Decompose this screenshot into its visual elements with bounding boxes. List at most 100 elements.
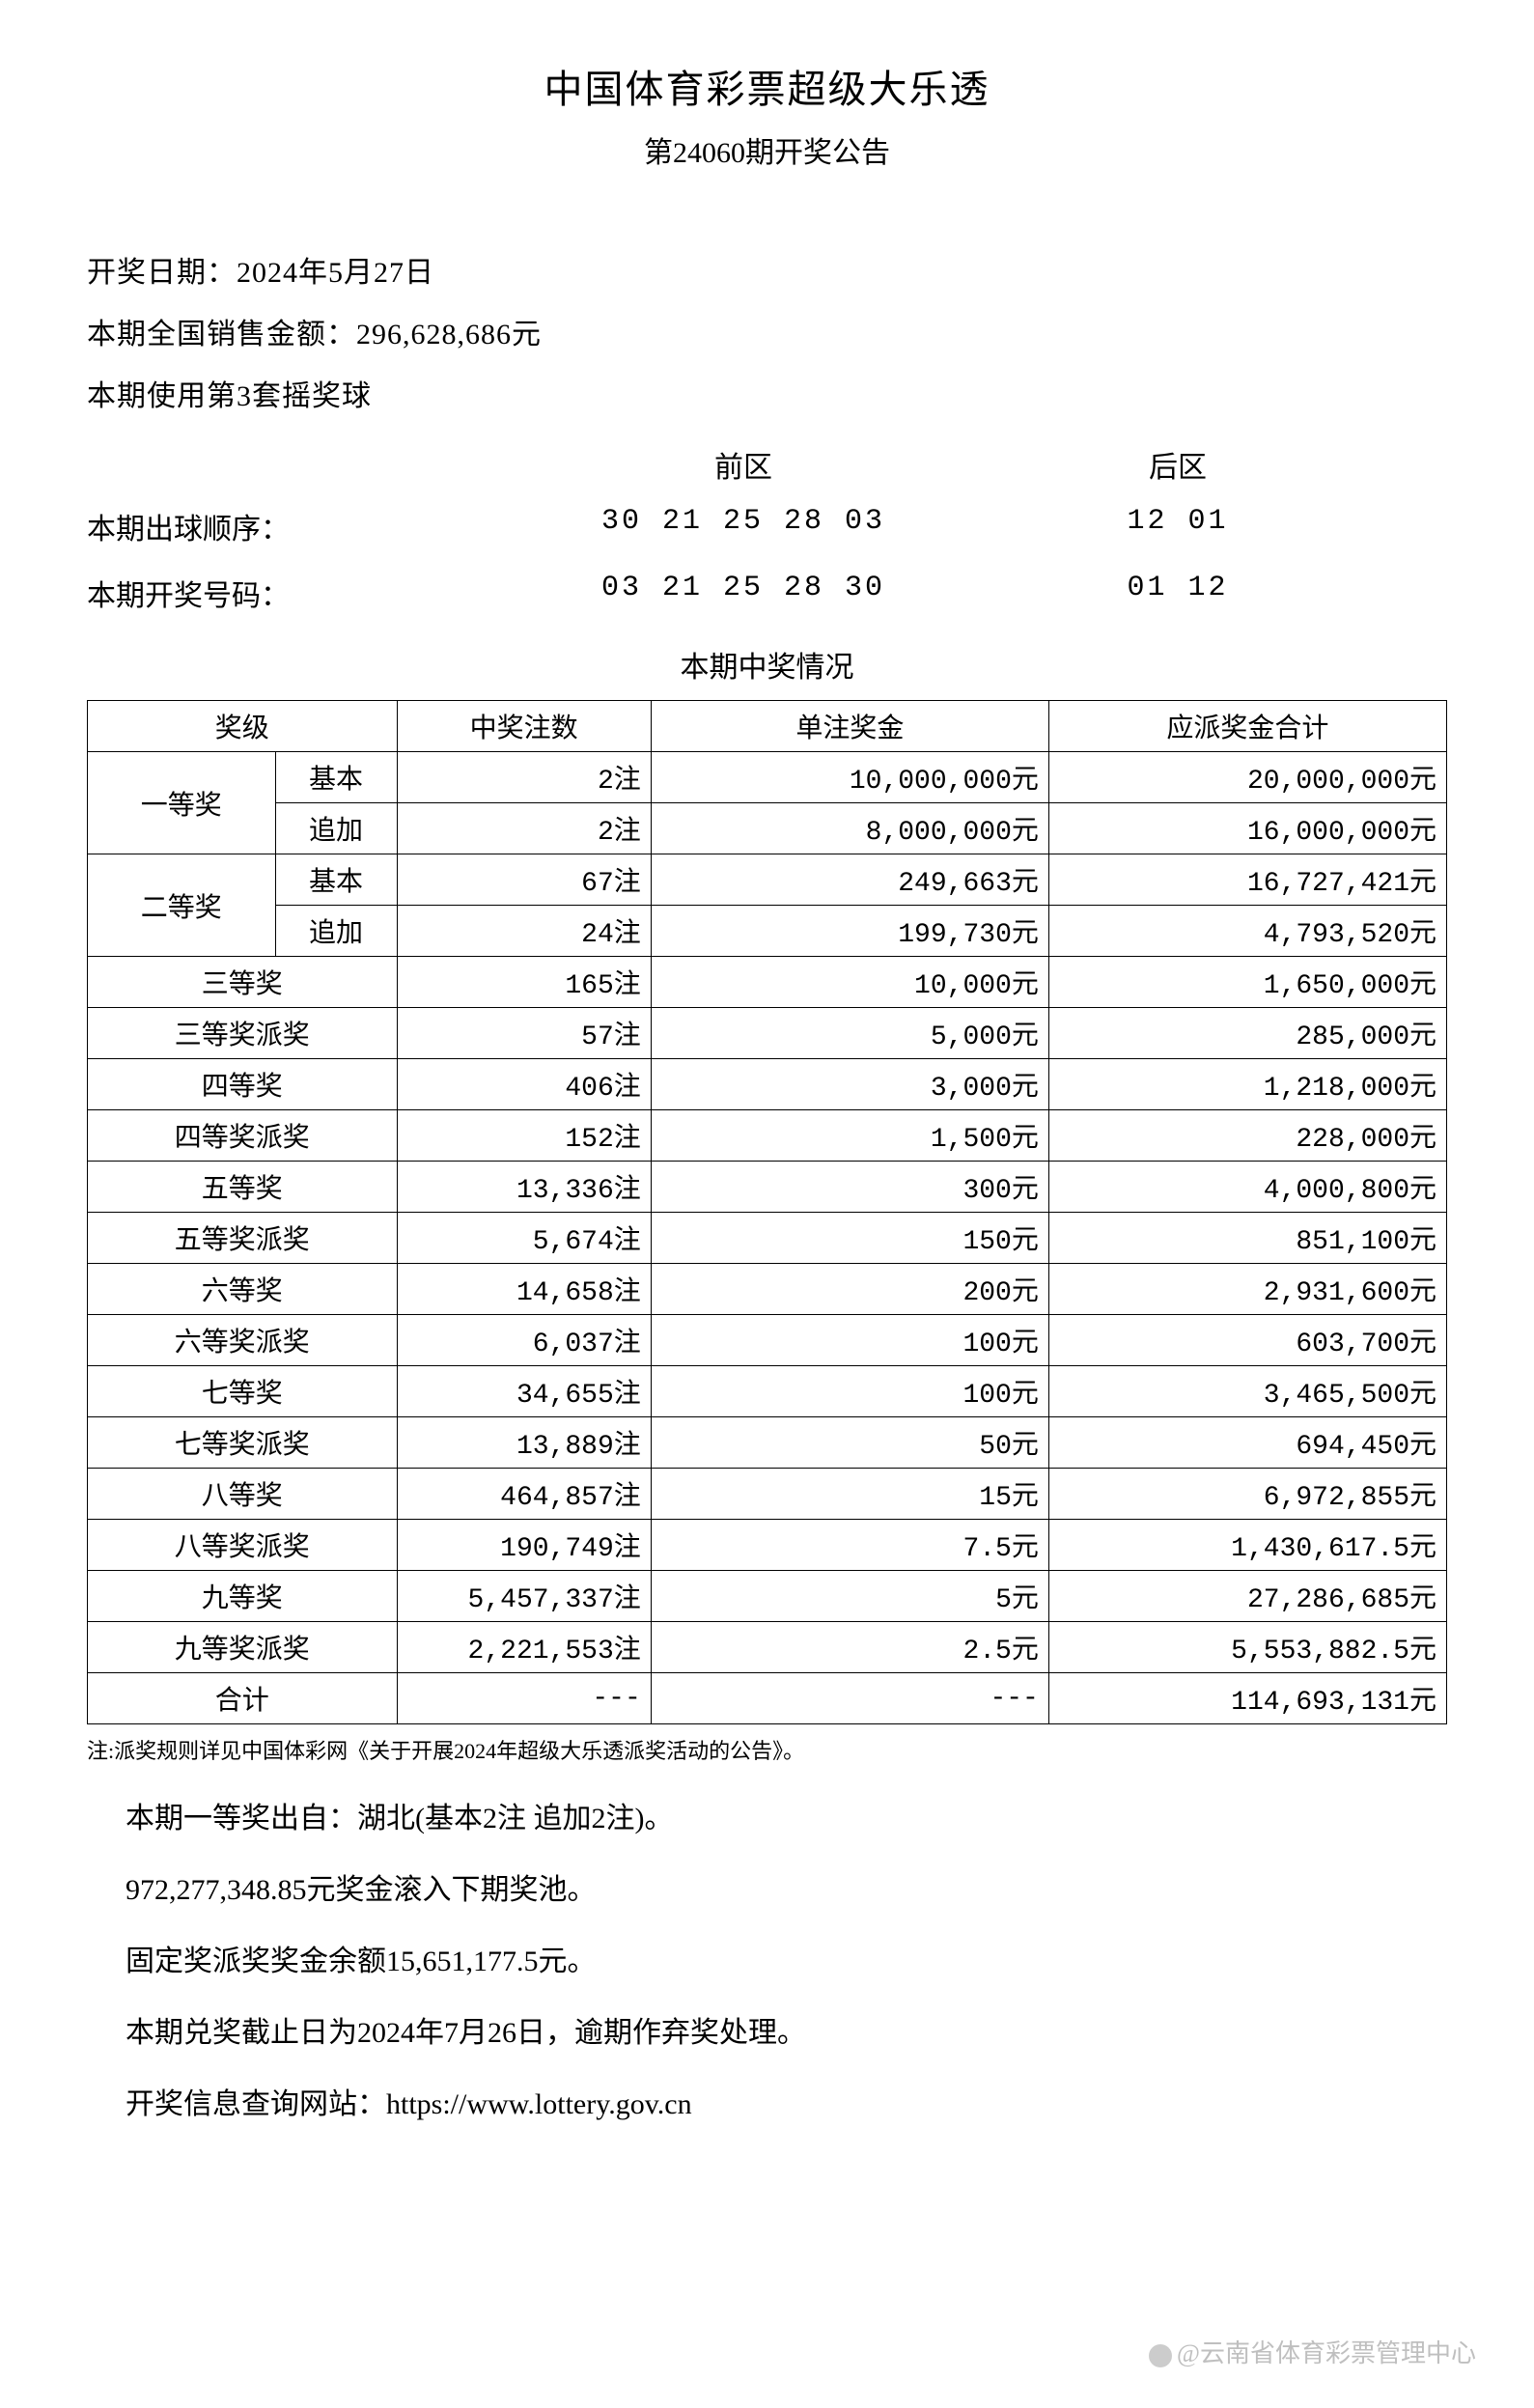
prize-total: 1,430,617.5元 [1048,1520,1446,1571]
prize-total: 851,100元 [1048,1213,1446,1264]
prize-total: 27,286,685元 [1048,1571,1446,1622]
prize-amount: 50元 [651,1417,1048,1469]
prize-amount: 5,000元 [651,1008,1048,1059]
prize-count: 5,674注 [397,1213,651,1264]
prize-total: 1,218,000元 [1048,1059,1446,1110]
winning-back: 01 12 [985,572,1371,614]
prize-count: 152注 [397,1110,651,1162]
prize-level: 七等奖派奖 [88,1417,398,1469]
prize-level: 八等奖派奖 [88,1520,398,1571]
winning-front: 03 21 25 28 30 [502,572,985,614]
prize-count: 2,221,553注 [397,1622,651,1673]
prize-table: 奖级 中奖注数 单注奖金 应派奖金合计 一等奖基本2注10,000,000元20… [87,700,1447,1724]
prize-count: 5,457,337注 [397,1571,651,1622]
prize-level: 二等奖 [88,854,276,957]
table-row: 二等奖基本67注249,663元16,727,421元 [88,854,1447,906]
back-area-label: 后区 [985,443,1371,486]
prize-amount: 100元 [651,1366,1048,1417]
prize-level: 六等奖派奖 [88,1315,398,1366]
table-row: 七等奖34,655注100元3,465,500元 [88,1366,1447,1417]
prize-amount: 200元 [651,1264,1048,1315]
prize-total: 16,000,000元 [1048,803,1446,854]
watermark-text: @云南省体育彩票管理中心 [1177,2339,1476,2367]
prize-count: 24注 [397,906,651,957]
table-row: 七等奖派奖13,889注50元694,450元 [88,1417,1447,1469]
prize-count: 190,749注 [397,1520,651,1571]
table-row: 追加24注199,730元4,793,520元 [88,906,1447,957]
prize-amount: 300元 [651,1162,1048,1213]
draw-order-front: 30 21 25 28 03 [502,505,985,547]
prize-total: 16,727,421元 [1048,854,1446,906]
prize-count: 14,658注 [397,1264,651,1315]
prize-level: 三等奖 [88,957,398,1008]
prize-count: 2注 [397,803,651,854]
prize-total: 228,000元 [1048,1110,1446,1162]
prize-amount: 8,000,000元 [651,803,1048,854]
rollover-amount: 972,277,348.85元奖金滚入下期奖池。 [87,1865,1447,1908]
prize-level: 一等奖 [88,752,276,854]
prize-level: 五等奖 [88,1162,398,1213]
col-count: 中奖注数 [397,701,651,752]
prize-amount: 199,730元 [651,906,1048,957]
prize-level: 九等奖派奖 [88,1622,398,1673]
table-row: 一等奖基本2注10,000,000元20,000,000元 [88,752,1447,803]
prize-level: 五等奖派奖 [88,1213,398,1264]
table-row: 三等奖派奖57注5,000元285,000元 [88,1008,1447,1059]
prize-sub: 基本 [275,752,397,803]
prize-sub: 追加 [275,906,397,957]
draw-date-label: 开奖日期： [87,257,237,289]
prize-count: 67注 [397,854,651,906]
prize-level: 四等奖 [88,1059,398,1110]
prize-amount: 3,000元 [651,1059,1048,1110]
col-total: 应派奖金合计 [1048,701,1446,752]
prize-amount: 150元 [651,1213,1048,1264]
prize-level: 八等奖 [88,1469,398,1520]
table-row: 八等奖派奖190,749注7.5元1,430,617.5元 [88,1520,1447,1571]
prize-sub: 基本 [275,854,397,906]
prize-count: 6,037注 [397,1315,651,1366]
table-row: 合计------114,693,131元 [88,1673,1447,1724]
table-row: 五等奖派奖5,674注150元851,100元 [88,1213,1447,1264]
prize-level: 七等奖 [88,1366,398,1417]
sales-line: 本期全国销售金额：296,628,686元 [87,310,1447,352]
ball-set-line: 本期使用第3套摇奖球 [87,372,1447,414]
prize-total: 5,553,882.5元 [1048,1622,1446,1673]
table-row: 六等奖派奖6,037注100元603,700元 [88,1315,1447,1366]
prize-total: 114,693,131元 [1048,1673,1446,1724]
prize-level: 六等奖 [88,1264,398,1315]
prize-level: 四等奖派奖 [88,1110,398,1162]
fixed-bonus-balance: 固定奖派奖奖金余额15,651,177.5元。 [87,1937,1447,1979]
table-row: 四等奖派奖152注1,500元228,000元 [88,1110,1447,1162]
prize-amount: 100元 [651,1315,1048,1366]
winning-label: 本期开奖号码： [87,572,502,614]
draw-date-line: 开奖日期：2024年5月27日 [87,248,1447,291]
prize-amount: 7.5元 [651,1520,1048,1571]
prize-level: 合计 [88,1673,398,1724]
prize-table-title: 本期中奖情况 [87,643,1447,686]
prize-amount: --- [651,1673,1048,1724]
prize-count: 13,336注 [397,1162,651,1213]
winner-location: 本期一等奖出自：湖北(基本2注 追加2注)。 [87,1794,1447,1836]
watermark-icon [1149,2344,1172,2367]
prize-total: 694,450元 [1048,1417,1446,1469]
sales-value: 296,628,686元 [356,319,542,350]
prize-total: 3,465,500元 [1048,1366,1446,1417]
table-row: 九等奖派奖2,221,553注2.5元5,553,882.5元 [88,1622,1447,1673]
table-row: 八等奖464,857注15元6,972,855元 [88,1469,1447,1520]
claim-deadline: 本期兑奖截止日为2024年7月26日，逾期作弃奖处理。 [87,2008,1447,2051]
prize-count: 13,889注 [397,1417,651,1469]
table-row: 追加2注8,000,000元16,000,000元 [88,803,1447,854]
bonus-rule-note: 注:派奖规则详见中国体彩网《关于开展2024年超级大乐透派奖活动的公告》。 [87,1734,1447,1765]
prize-count: 34,655注 [397,1366,651,1417]
prize-total: 285,000元 [1048,1008,1446,1059]
prize-count: 2注 [397,752,651,803]
table-row: 九等奖5,457,337注5元27,286,685元 [88,1571,1447,1622]
prize-count: 464,857注 [397,1469,651,1520]
table-row: 六等奖14,658注200元2,931,600元 [88,1264,1447,1315]
prize-total: 603,700元 [1048,1315,1446,1366]
sales-label: 本期全国销售金额： [87,319,356,350]
prize-count: 406注 [397,1059,651,1110]
prize-level: 九等奖 [88,1571,398,1622]
prize-count: --- [397,1673,651,1724]
lottery-title: 中国体育彩票超级大乐透 [87,58,1447,114]
